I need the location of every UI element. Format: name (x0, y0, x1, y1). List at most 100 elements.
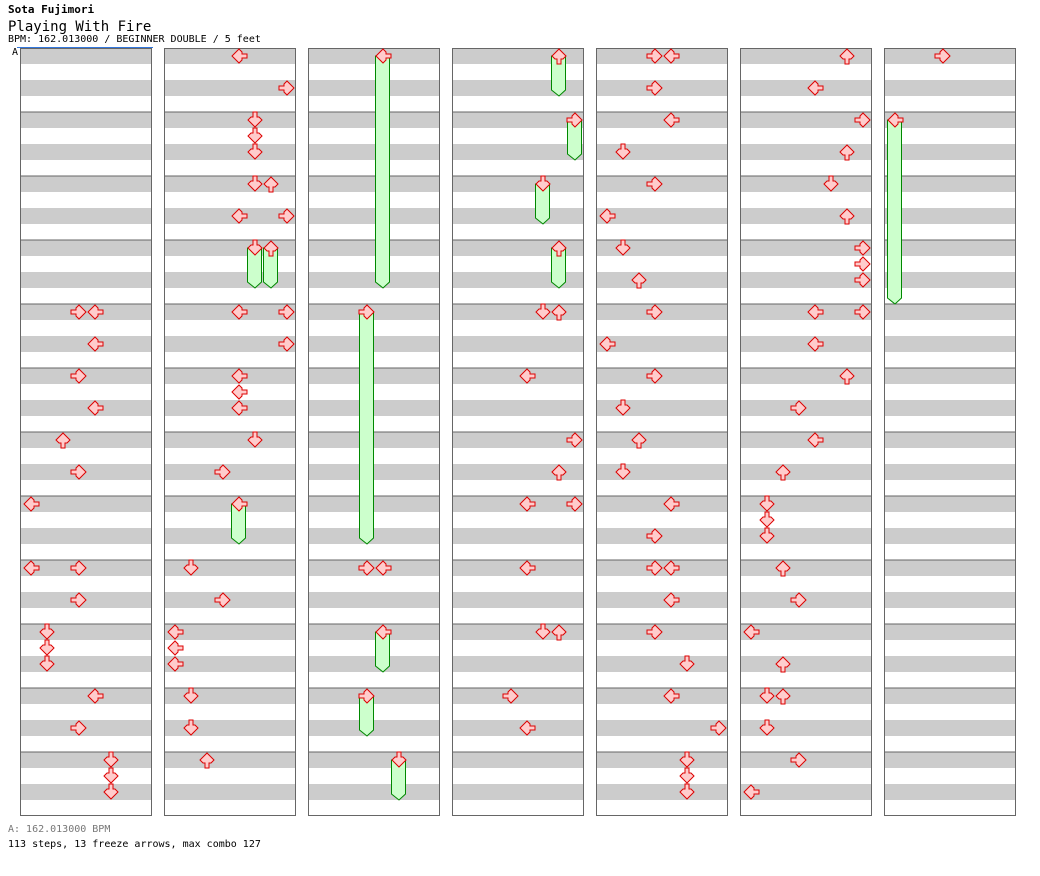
beat-stripe (308, 272, 440, 288)
beat-stripe (164, 784, 296, 800)
beat-stripe (740, 304, 872, 320)
beat-stripe (884, 304, 1016, 320)
arrow-shape (631, 432, 647, 449)
arrow-shape (551, 48, 567, 65)
arrow-right-icon (854, 272, 871, 288)
beat-stripe (164, 176, 296, 192)
arrow-up-icon (199, 752, 215, 769)
beat-stripe (596, 464, 728, 480)
arrow-shape (70, 304, 87, 320)
arrow-shape (790, 400, 807, 416)
chart-column-7 (884, 48, 1016, 816)
arrow-shape (278, 304, 295, 320)
arrow-shape (790, 592, 807, 608)
arrow-shape (167, 656, 184, 672)
arrow-left-icon (375, 560, 392, 576)
arrow-shape (759, 495, 775, 512)
arrow-shape (87, 688, 104, 704)
beat-stripe (884, 752, 1016, 768)
arrow-shape (358, 688, 375, 704)
arrow-shape (807, 432, 824, 448)
chart-column-3 (308, 48, 440, 816)
beat-stripe (164, 112, 296, 128)
arrow-down-icon (679, 751, 695, 768)
arrow-right-icon (278, 336, 295, 352)
beat-stripe (20, 336, 152, 352)
beat-stripe (740, 784, 872, 800)
arrow-down-icon (759, 527, 775, 544)
arrow-right-icon (790, 400, 807, 416)
arrow-left-icon (167, 656, 184, 672)
arrow-down-icon (103, 767, 119, 784)
beat-stripe (452, 464, 584, 480)
arrow-shape (278, 208, 295, 224)
beat-stripe (164, 80, 296, 96)
beat-stripe (164, 304, 296, 320)
arrow-shape (519, 496, 536, 512)
beat-stripe (596, 400, 728, 416)
arrow-shape (519, 720, 536, 736)
arrow-shape (247, 111, 263, 128)
arrow-left-icon (599, 336, 616, 352)
arrow-shape (615, 399, 631, 416)
arrow-shape (775, 688, 791, 705)
column-border (20, 48, 152, 816)
beat-stripe (308, 112, 440, 128)
beat-stripe (452, 304, 584, 320)
beat-stripe (452, 752, 584, 768)
beat-stripe (164, 400, 296, 416)
beat-stripe (884, 720, 1016, 736)
arrow-right-icon (358, 304, 375, 320)
arrow-right-icon (854, 112, 871, 128)
beat-stripe (452, 560, 584, 576)
beat-stripe (596, 112, 728, 128)
arrow-up-icon (263, 176, 279, 193)
arrow-shape (646, 176, 663, 192)
beat-stripe (164, 560, 296, 576)
column-canvas (884, 48, 1016, 816)
beat-stripe (452, 400, 584, 416)
arrow-shape (679, 767, 695, 784)
arrow-left-icon (807, 432, 824, 448)
beat-stripe (308, 752, 440, 768)
arrow-right-icon (854, 256, 871, 272)
beat-stripe (164, 432, 296, 448)
beat-stripe (596, 240, 728, 256)
arrow-shape (759, 687, 775, 704)
arrow-shape (167, 640, 184, 656)
beat-stripe (596, 784, 728, 800)
beat-stripe (740, 176, 872, 192)
arrow-down-icon (103, 783, 119, 800)
arrow-right-icon (278, 208, 295, 224)
arrow-left-icon (519, 560, 536, 576)
arrow-left-icon (663, 112, 680, 128)
beat-stripe (740, 432, 872, 448)
arrow-shape (263, 176, 279, 193)
arrow-shape (519, 368, 536, 384)
beat-stripe (20, 208, 152, 224)
column-border (884, 48, 1016, 816)
beat-stripe (452, 336, 584, 352)
arrow-down-icon (679, 655, 695, 672)
beat-stripe (164, 368, 296, 384)
arrow-down-icon (247, 431, 263, 448)
arrow-left-icon (599, 208, 616, 224)
arrow-shape (663, 560, 680, 576)
beat-stripe (740, 80, 872, 96)
arrow-right-icon (646, 368, 663, 384)
arrow-down-icon (759, 687, 775, 704)
beat-stripe (596, 496, 728, 512)
beat-stripe (20, 144, 152, 160)
beat-stripe (20, 656, 152, 672)
beat-stripe (164, 656, 296, 672)
arrow-up-icon (775, 560, 791, 577)
arrow-left-icon (231, 48, 248, 64)
arrow-up-icon (551, 240, 567, 257)
arrow-left-icon (663, 592, 680, 608)
arrow-down-icon (615, 399, 631, 416)
beat-stripe (740, 560, 872, 576)
arrow-left-icon (663, 560, 680, 576)
arrow-shape (70, 720, 87, 736)
arrow-down-icon (39, 655, 55, 672)
arrow-left-icon (231, 384, 248, 400)
